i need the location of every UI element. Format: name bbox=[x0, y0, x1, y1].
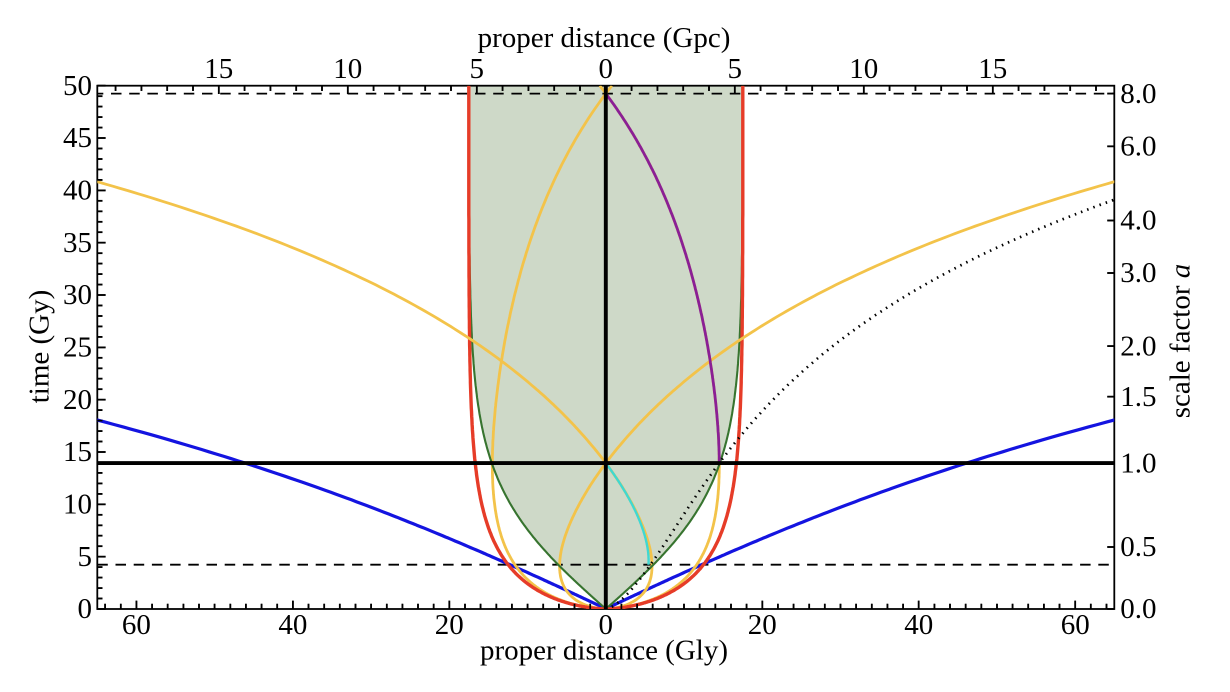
svg-text:45: 45 bbox=[63, 122, 92, 154]
svg-text:15: 15 bbox=[978, 53, 1007, 85]
svg-text:5: 5 bbox=[78, 541, 93, 573]
svg-text:0.5: 0.5 bbox=[1120, 531, 1156, 563]
svg-text:scale factor a: scale factor a bbox=[1165, 264, 1197, 419]
svg-text:proper distance (Gpc): proper distance (Gpc) bbox=[478, 22, 731, 54]
svg-text:0: 0 bbox=[599, 609, 614, 641]
svg-text:6.0: 6.0 bbox=[1120, 131, 1156, 163]
svg-text:35: 35 bbox=[63, 227, 92, 259]
svg-text:0: 0 bbox=[78, 593, 93, 625]
svg-text:0: 0 bbox=[599, 53, 614, 85]
svg-text:20: 20 bbox=[748, 609, 777, 641]
svg-text:1.0: 1.0 bbox=[1120, 447, 1156, 479]
svg-text:10: 10 bbox=[333, 53, 362, 85]
svg-text:3.0: 3.0 bbox=[1120, 257, 1156, 289]
svg-text:5: 5 bbox=[470, 53, 485, 85]
svg-text:2.0: 2.0 bbox=[1120, 330, 1156, 362]
svg-text:40: 40 bbox=[278, 609, 307, 641]
svg-text:0.0: 0.0 bbox=[1120, 593, 1156, 625]
svg-text:1.5: 1.5 bbox=[1120, 381, 1156, 413]
svg-text:10: 10 bbox=[849, 53, 878, 85]
svg-text:30: 30 bbox=[63, 279, 92, 311]
svg-text:20: 20 bbox=[63, 384, 92, 416]
svg-text:50: 50 bbox=[63, 70, 92, 102]
svg-text:20: 20 bbox=[435, 609, 464, 641]
svg-text:15: 15 bbox=[63, 436, 92, 468]
svg-text:40: 40 bbox=[63, 175, 92, 207]
svg-text:40: 40 bbox=[904, 609, 933, 641]
svg-text:60: 60 bbox=[1061, 609, 1090, 641]
svg-text:8.0: 8.0 bbox=[1120, 78, 1156, 110]
svg-text:proper distance (Gly): proper distance (Gly) bbox=[480, 635, 728, 667]
svg-text:time (Gy): time (Gy) bbox=[23, 290, 55, 404]
svg-text:10: 10 bbox=[63, 489, 92, 521]
svg-text:5: 5 bbox=[728, 53, 743, 85]
svg-text:60: 60 bbox=[122, 609, 151, 641]
svg-text:4.0: 4.0 bbox=[1120, 205, 1156, 237]
svg-text:25: 25 bbox=[63, 332, 92, 364]
svg-text:15: 15 bbox=[204, 53, 233, 85]
